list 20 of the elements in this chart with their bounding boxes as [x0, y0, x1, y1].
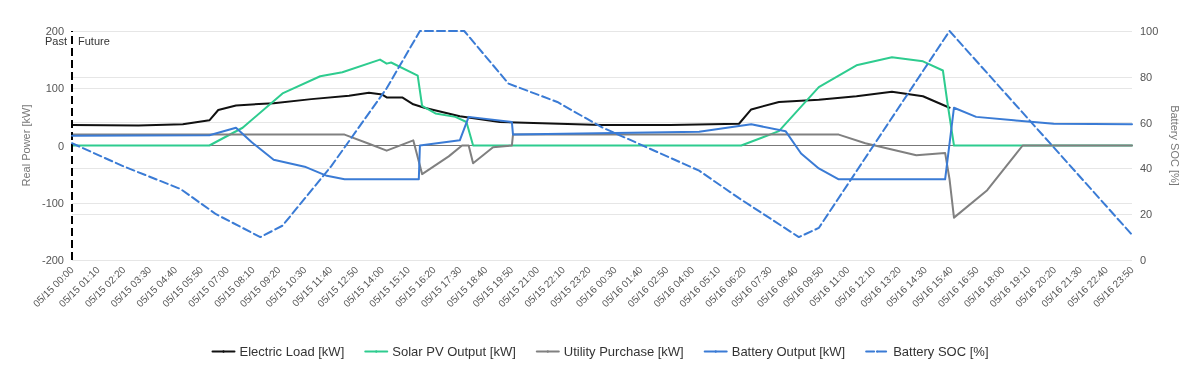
y2-tick-label: 40	[1140, 162, 1153, 175]
y2-tick-label: 100	[1140, 25, 1159, 37]
y2-axis-title: Battery SOC [%]	[1168, 105, 1181, 186]
y-tick-label: 200	[45, 25, 64, 37]
y-tick-label: 0	[57, 139, 64, 152]
y2-tick-label: 20	[1140, 208, 1153, 221]
y2-tick-label: 60	[1140, 116, 1153, 129]
y2-tick-label: 80	[1140, 70, 1153, 83]
y-tick-label: 100	[45, 82, 64, 95]
y-axis-title: Real Power [kW]	[19, 104, 32, 187]
y-tick-label: -100	[41, 196, 64, 209]
y-tick-label: -200	[41, 254, 64, 266]
legend-label: Battery SOC [%]	[893, 344, 989, 359]
legend-label: Utility Purchase [kW]	[563, 344, 684, 359]
y2-tick-label: 0	[1140, 254, 1147, 266]
legend-label: Solar PV Output [kW]	[392, 344, 516, 359]
legend-label: Battery Output [kW]	[731, 344, 846, 359]
ref-line-label: Future	[78, 34, 110, 47]
legend-label: Electric Load [kW]	[239, 344, 345, 359]
annotation: Past	[44, 34, 67, 47]
